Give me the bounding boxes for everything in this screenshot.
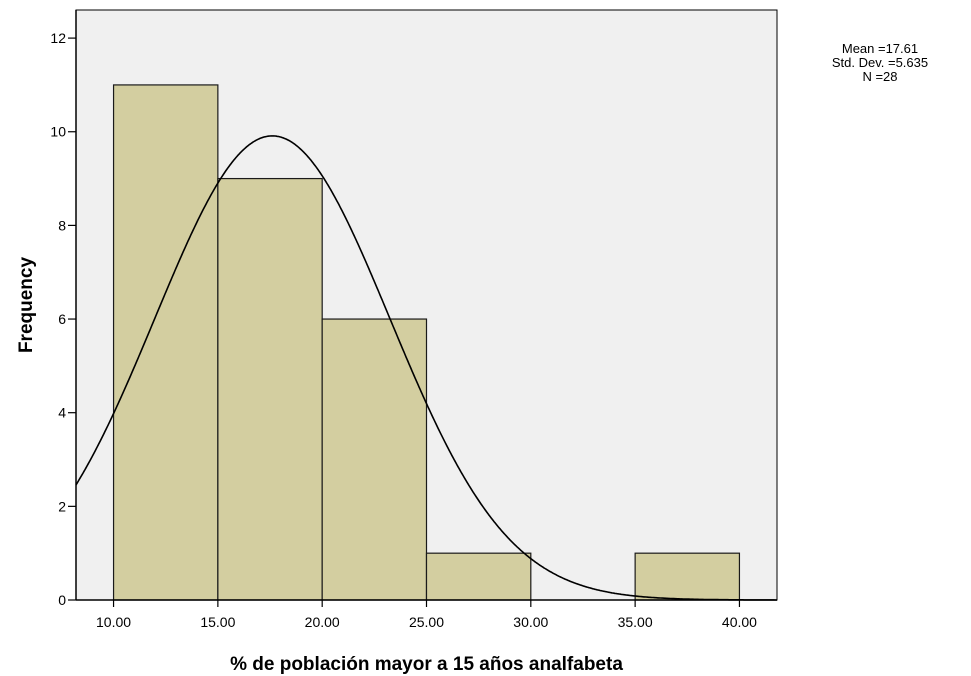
std-dev-label: Std. Dev. =5.635 — [831, 55, 929, 70]
y-tick-label: 10 — [50, 124, 66, 140]
histogram-bar-3 — [425, 552, 532, 601]
n-label: N =28 — [862, 69, 898, 84]
statistics-legend: Mean =17.61 Std. Dev. =5.635 N =28 — [800, 42, 960, 84]
x-axis-title: % de población mayor a 15 años analfabet… — [230, 654, 623, 675]
histogram-bar-2 — [321, 318, 428, 601]
x-tick-label: 40.00 — [722, 614, 757, 630]
normal-curve — [75, 135, 777, 601]
mean-label: Mean =17.61 — [841, 41, 919, 56]
x-tick-label: 25.00 — [409, 614, 444, 630]
y-tick-label: 8 — [58, 217, 66, 233]
x-tick-label: 30.00 — [513, 614, 548, 630]
histogram-bar-1 — [217, 177, 323, 601]
y-tick-label: 0 — [58, 592, 66, 608]
y-tick-label: 2 — [58, 498, 66, 514]
histogram-bar-5 — [634, 552, 741, 601]
histogram-bar-0 — [112, 84, 219, 601]
y-tick-label: 12 — [50, 30, 66, 46]
y-axis-title: Frequency — [16, 257, 37, 354]
x-tick-label: 15.00 — [200, 614, 235, 630]
x-tick-label: 35.00 — [618, 614, 653, 630]
x-tick-label: 10.00 — [96, 614, 131, 630]
y-tick-label: 6 — [58, 311, 66, 327]
y-tick-label: 4 — [58, 405, 66, 421]
x-tick-label: 20.00 — [305, 614, 340, 630]
